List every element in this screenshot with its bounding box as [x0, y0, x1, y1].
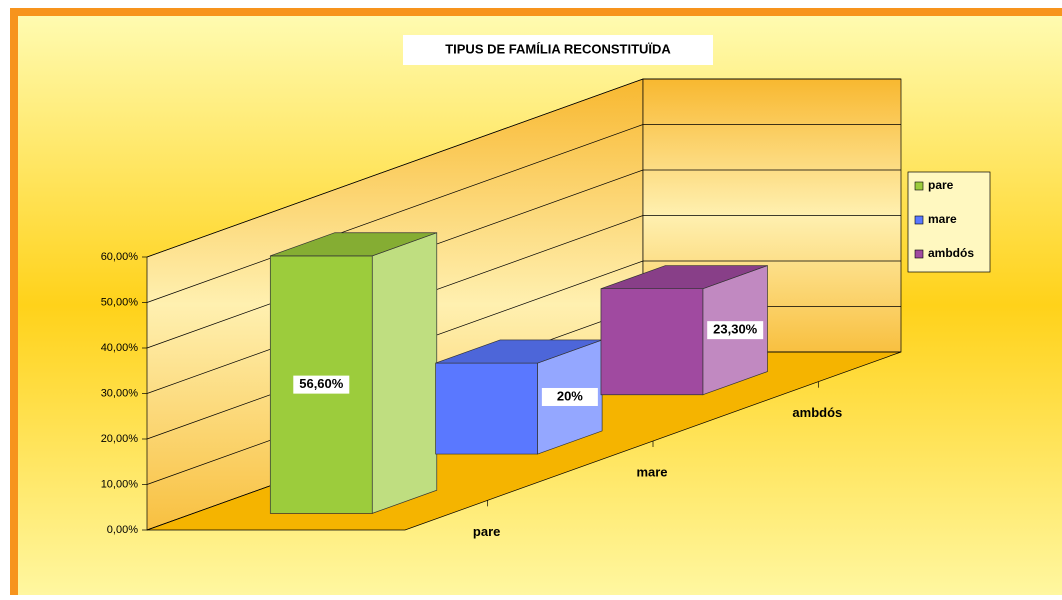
x-tick-label: pare: [473, 524, 500, 539]
value-label: 20%: [557, 388, 583, 403]
legend-label: mare: [928, 212, 957, 226]
bar-top: [270, 232, 437, 257]
y-tick-label: 10,00%: [101, 478, 139, 490]
y-tick-label: 0,00%: [107, 524, 138, 536]
legend-swatch: [914, 249, 924, 259]
y-tick-label: 40,00%: [101, 342, 139, 354]
chart-title: TIPUS DE FAMÍLIA RECONSTITUÏDA: [445, 41, 671, 56]
plot: 0,00% 10,00% 20,00% 30,00% 40,00% 50,00% 60,00…: [101, 78, 902, 539]
bar-side: [371, 232, 438, 514]
y-tick-label: 50,00%: [101, 296, 139, 308]
x-tick-label: mare: [636, 464, 667, 479]
y-tick-label: 30,00%: [101, 387, 139, 399]
grid-line: [146, 78, 901, 258]
legend-label: pare: [928, 178, 954, 192]
bar: [269, 232, 438, 514]
legend-swatch: [914, 215, 924, 225]
value-label-box: [293, 375, 350, 394]
value-label: 23,30%: [713, 322, 758, 337]
bar-front: [600, 288, 704, 396]
value-label-box: [707, 321, 764, 340]
legend-swatch: [914, 181, 924, 191]
bar-top: [600, 265, 768, 290]
value-label: 56,60%: [299, 376, 344, 391]
legend-label: ambdós: [928, 246, 974, 260]
bar-front: [435, 362, 538, 455]
y-tick-label: 20,00%: [101, 433, 139, 445]
y-tick-label: 60,00%: [101, 251, 139, 263]
value-label-box: [541, 387, 598, 406]
title-box: [403, 35, 713, 65]
x-tick-label: ambdós: [792, 405, 842, 420]
